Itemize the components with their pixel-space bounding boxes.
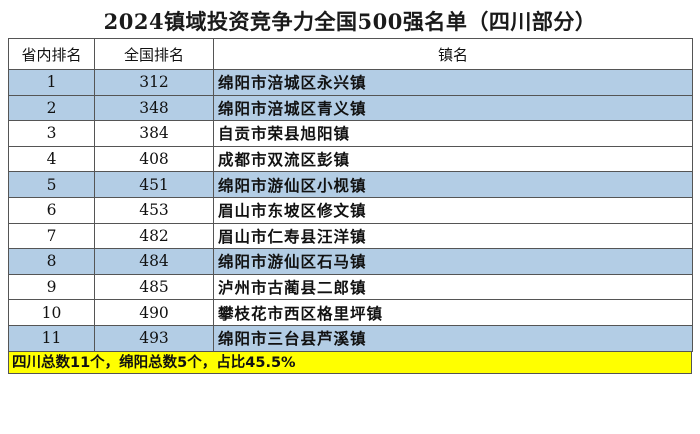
national-rank-cell: 493 xyxy=(94,324,214,352)
province-rank-cell: 1 xyxy=(8,69,95,96)
table-row: 9 485 泸州市古蔺县二郎镇 xyxy=(8,273,693,301)
ranking-table: 省内排名 全国排名 镇名 1 312 绵阳市涪城区永兴镇 2 348 绵阳市涪城区青义镇 3… xyxy=(8,38,693,352)
page-title: 2024镇域投资竞争力全国500强名单（四川部分） xyxy=(103,9,597,34)
national-rank-cell: 384 xyxy=(94,120,214,147)
header-national-rank: 全国排名 xyxy=(94,38,214,70)
national-rank-cell: 490 xyxy=(94,299,214,326)
national-rank-cell: 485 xyxy=(94,273,214,301)
town-name-cell: 自贡市荣县旭阳镇 xyxy=(213,120,693,147)
province-rank-cell: 8 xyxy=(8,248,95,275)
table-row: 4 408 成都市双流区彭镇 xyxy=(8,145,693,173)
national-rank-cell: 348 xyxy=(94,94,214,122)
summary-footer: 四川总数11个，绵阳总数5个，占比45.5% xyxy=(8,351,692,374)
table-row: 2 348 绵阳市涪城区青义镇 xyxy=(8,94,693,122)
town-name-cell: 绵阳市涪城区青义镇 xyxy=(213,94,693,122)
table-header-row: 省内排名 全国排名 镇名 xyxy=(8,38,693,70)
province-rank-cell: 9 xyxy=(8,273,95,301)
town-name-cell: 绵阳市涪城区永兴镇 xyxy=(213,69,693,96)
header-town-name: 镇名 xyxy=(213,38,693,70)
table-body: 1 312 绵阳市涪城区永兴镇 2 348 绵阳市涪城区青义镇 3 384 自贡市荣县旭阳镇 4 4… xyxy=(8,69,693,352)
table-row: 8 484 绵阳市游仙区石马镇 xyxy=(8,248,693,275)
table-row: 10 490 攀枝花市西区格里坪镇 xyxy=(8,299,693,326)
town-name-cell: 成都市双流区彭镇 xyxy=(213,145,693,173)
table-row: 5 451 绵阳市游仙区小枧镇 xyxy=(8,171,693,198)
town-name-cell: 攀枝花市西区格里坪镇 xyxy=(213,299,693,326)
table-row: 11 493 绵阳市三台县芦溪镇 xyxy=(8,324,693,352)
national-rank-cell: 482 xyxy=(94,222,214,250)
province-rank-cell: 3 xyxy=(8,120,95,147)
province-rank-cell: 6 xyxy=(8,196,95,224)
header-province-rank: 省内排名 xyxy=(8,38,95,70)
table-row: 1 312 绵阳市涪城区永兴镇 xyxy=(8,69,693,96)
national-rank-cell: 453 xyxy=(94,196,214,224)
national-rank-cell: 484 xyxy=(94,248,214,275)
town-name-cell: 眉山市仁寿县汪洋镇 xyxy=(213,222,693,250)
national-rank-cell: 408 xyxy=(94,145,214,173)
town-name-cell: 绵阳市游仙区石马镇 xyxy=(213,248,693,275)
town-name-cell: 绵阳市游仙区小枧镇 xyxy=(213,171,693,198)
national-rank-cell: 451 xyxy=(94,171,214,198)
province-rank-cell: 10 xyxy=(8,299,95,326)
province-rank-cell: 2 xyxy=(8,94,95,122)
table-row: 7 482 眉山市仁寿县汪洋镇 xyxy=(8,222,693,250)
province-rank-cell: 7 xyxy=(8,222,95,250)
ranking-sheet: 2024镇域投资竞争力全国500强名单（四川部分） 省内排名 全国排名 镇名 1… xyxy=(8,6,693,374)
table-row: 3 384 自贡市荣县旭阳镇 xyxy=(8,120,693,147)
town-name-cell: 眉山市东坡区修文镇 xyxy=(213,196,693,224)
province-rank-cell: 5 xyxy=(8,171,95,198)
table-row: 6 453 眉山市东坡区修文镇 xyxy=(8,196,693,224)
province-rank-cell: 11 xyxy=(8,324,95,352)
national-rank-cell: 312 xyxy=(94,69,214,96)
province-rank-cell: 4 xyxy=(8,145,95,173)
town-name-cell: 泸州市古蔺县二郎镇 xyxy=(213,273,693,301)
town-name-cell: 绵阳市三台县芦溪镇 xyxy=(213,324,693,352)
